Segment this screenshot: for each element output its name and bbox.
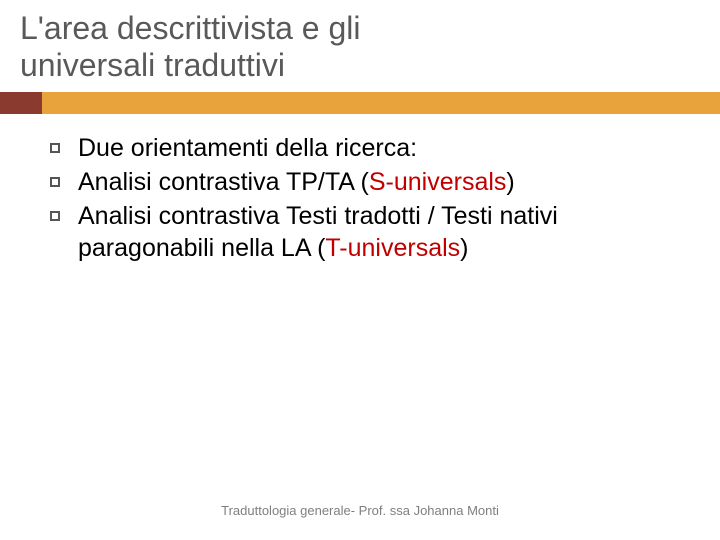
bullet-text: Analisi contrastiva TP/TA (S-universals) — [78, 166, 515, 198]
square-bullet-icon — [50, 177, 60, 187]
square-bullet-icon — [50, 143, 60, 153]
text-pre: Analisi contrastiva TP/TA ( — [78, 168, 369, 196]
bullet-list: Due orientamenti della ricerca: Analisi … — [50, 132, 670, 264]
text-pre: Due orientamenti della ricerca: — [78, 134, 417, 162]
text-post: ) — [460, 234, 468, 262]
content-area: Due orientamenti della ricerca: Analisi … — [0, 114, 720, 264]
square-bullet-icon — [50, 211, 60, 221]
text-highlight: T-universals — [325, 234, 460, 262]
bullet-text: Due orientamenti della ricerca: — [78, 132, 417, 164]
bullet-text: Analisi contrastiva Testi tradotti / Tes… — [78, 200, 670, 264]
list-item: Due orientamenti della ricerca: — [50, 132, 670, 164]
slide-title: L'area descrittivista e gli universali t… — [0, 0, 720, 92]
text-pre: Analisi contrastiva Testi tradotti / Tes… — [78, 202, 558, 262]
list-item: Analisi contrastiva TP/TA (S-universals) — [50, 166, 670, 198]
list-item: Analisi contrastiva Testi tradotti / Tes… — [50, 200, 670, 264]
accent-bar — [0, 92, 720, 114]
accent-bar-left — [0, 92, 42, 114]
title-line-2: universali traduttivi — [20, 47, 285, 83]
footer-text: Traduttologia generale- Prof. ssa Johann… — [0, 503, 720, 518]
title-line-1: L'area descrittivista e gli — [20, 10, 360, 46]
accent-bar-right — [42, 92, 720, 114]
text-post: ) — [506, 168, 514, 196]
text-highlight: S-universals — [369, 168, 507, 196]
